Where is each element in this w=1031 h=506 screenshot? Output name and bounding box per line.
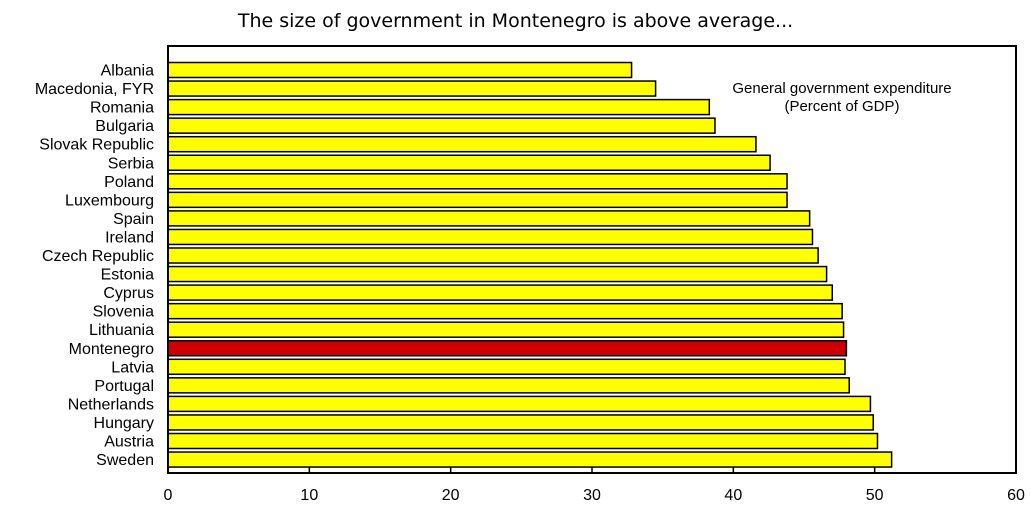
category-label-poland: Poland (104, 174, 154, 191)
x-tick-label-10: 10 (300, 487, 318, 504)
category-label-netherlands: Netherlands (68, 396, 154, 413)
bar-lithuania (167, 321, 845, 338)
bar-portugal (167, 377, 850, 394)
category-label-hungary: Hungary (94, 415, 154, 432)
category-label-sweden: Sweden (96, 452, 154, 469)
x-tick-label-30: 30 (583, 487, 601, 504)
chart-title: The size of government in Montenegro is … (237, 10, 794, 32)
x-tick-label-60: 60 (1007, 487, 1025, 504)
bar-estonia (167, 265, 828, 283)
bars-group (167, 61, 893, 468)
category-label-lithuania: Lithuania (89, 322, 154, 339)
bar-austria (167, 432, 879, 450)
bar-montenegro (167, 340, 848, 357)
category-label-luxembourg: Luxembourg (65, 192, 154, 209)
category-label-macedonia-fyr: Macedonia, FYR (35, 81, 154, 98)
annotation-line-2: (Percent of GDP) (784, 98, 899, 115)
legend-annotation: General government expenditure (Percent … (732, 80, 951, 115)
category-label-cyprus: Cyprus (103, 285, 154, 302)
category-label-montenegro: Montenegro (69, 341, 154, 358)
bar-sweden (167, 451, 893, 468)
x-tick-label-40: 40 (724, 487, 742, 504)
category-label-slovenia: Slovenia (93, 304, 154, 321)
category-label-albania: Albania (101, 63, 154, 80)
x-tick-label-50: 50 (866, 487, 884, 504)
category-label-slovak-republic: Slovak Republic (39, 137, 154, 154)
bar-netherlands (167, 395, 872, 413)
category-label-austria: Austria (104, 434, 154, 451)
bar-luxembourg (167, 191, 788, 209)
category-label-bulgaria: Bulgaria (95, 118, 154, 135)
bar-spain (167, 210, 811, 227)
category-label-czech-republic: Czech Republic (42, 248, 154, 265)
category-label-spain: Spain (113, 211, 154, 228)
bar-latvia (167, 358, 846, 376)
annotation-line-1: General government expenditure (732, 80, 951, 97)
category-label-latvia: Latvia (111, 359, 154, 376)
bar-slovak-republic (167, 135, 757, 153)
x-tick-label-0: 0 (164, 487, 173, 504)
x-tick-label-20: 20 (442, 487, 460, 504)
bar-slovenia (167, 302, 843, 320)
bar-poland (167, 173, 788, 190)
bar-cyprus (167, 284, 834, 301)
category-label-serbia: Serbia (108, 155, 154, 172)
bar-czech-republic (167, 247, 819, 264)
category-label-estonia: Estonia (101, 267, 154, 284)
x-axis: 0 10 20 30 40 50 60 (164, 467, 1025, 504)
category-label-ireland: Ireland (105, 229, 154, 246)
category-label-romania: Romania (90, 100, 154, 117)
bar-bulgaria (167, 117, 716, 134)
bar-ireland (167, 228, 814, 246)
bar-romania (167, 98, 711, 116)
bar-macedonia-fyr (167, 80, 657, 97)
category-label-portugal: Portugal (94, 378, 154, 395)
bar-hungary (167, 414, 874, 431)
bar-serbia (167, 154, 771, 171)
bar-albania (167, 61, 633, 79)
